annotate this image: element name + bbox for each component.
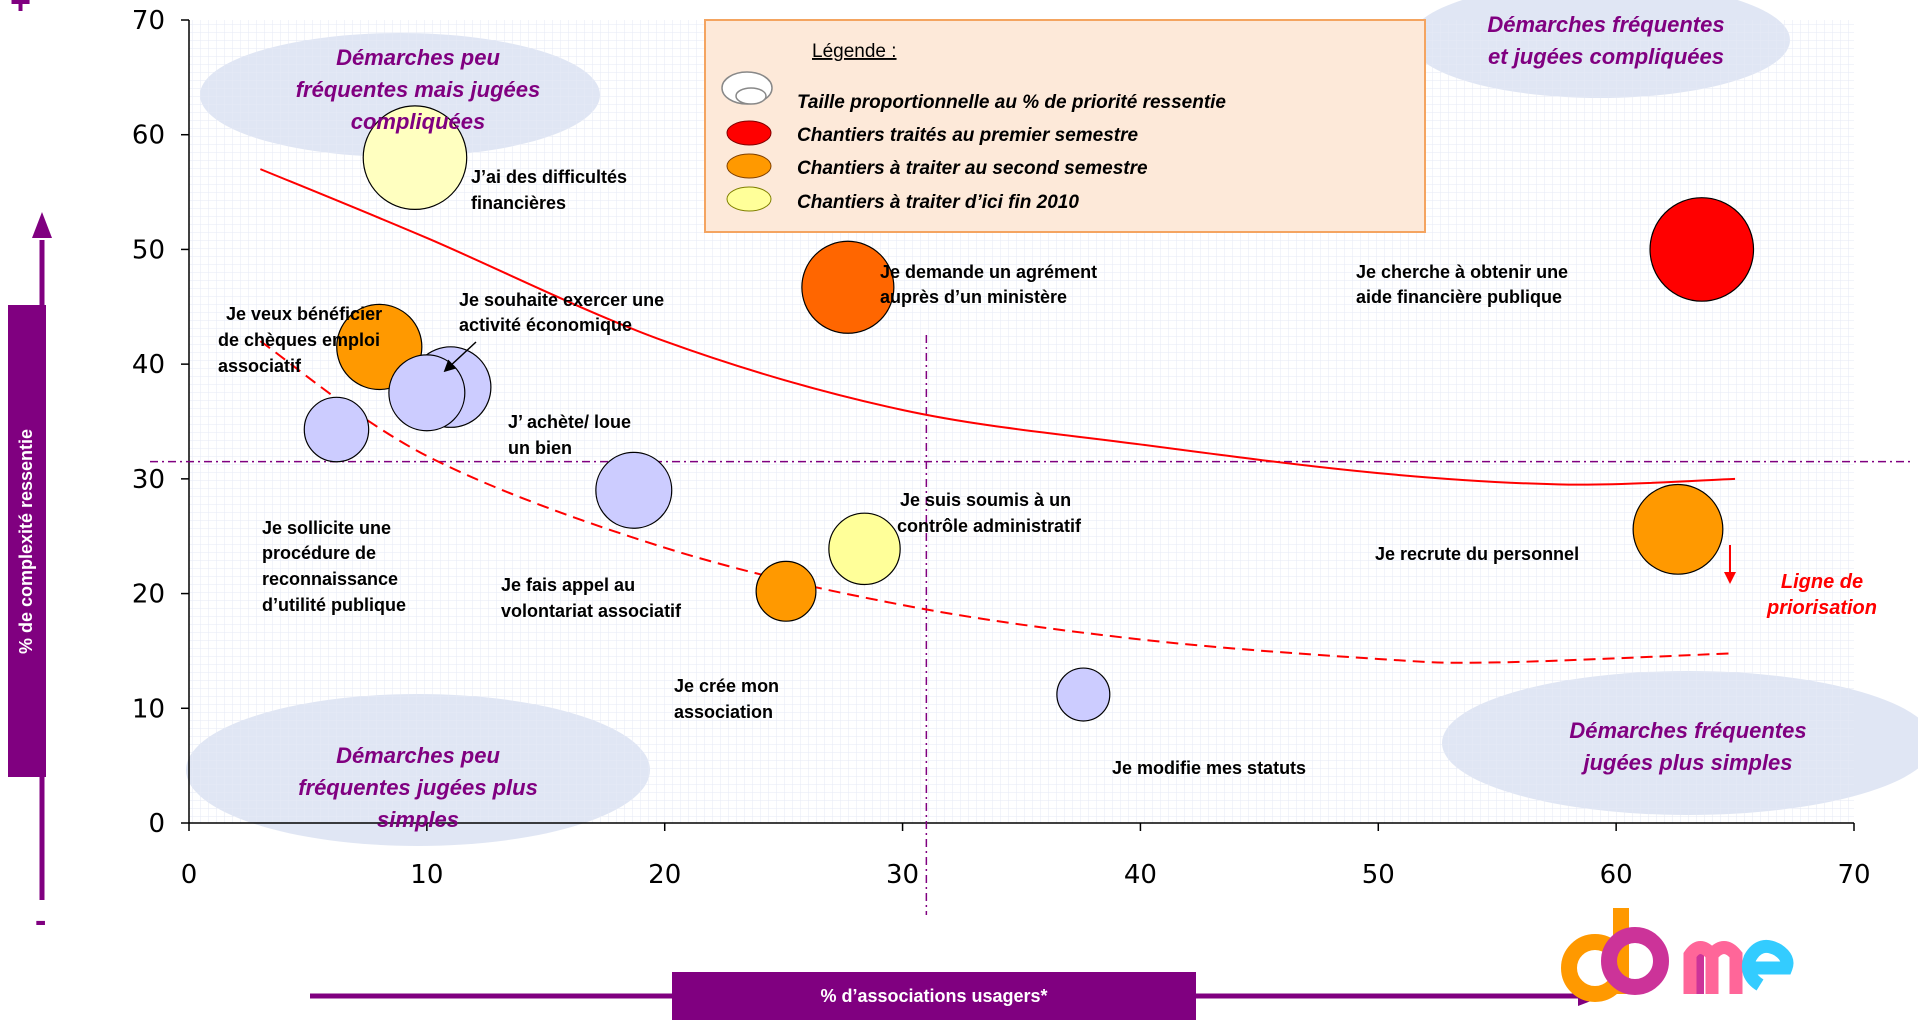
bubbles [303,105,1755,722]
bubble [755,560,817,622]
y-tick-label: 50 [132,235,165,265]
point-label: Je sollicite une [262,518,391,538]
point-label: activité économique [459,315,632,335]
y-tick-label: 0 [148,809,165,839]
point-label: financières [471,193,566,213]
x-tick-label: 70 [1837,860,1870,890]
legend: Légende : Taille proportionnelle au % de… [704,19,1426,233]
point-label: contrôle administratif [897,516,1082,536]
x-axis-title: % d’associations usagers* [672,972,1196,1020]
y-tick-label: 40 [132,350,165,380]
legend-swatch-red [726,120,772,146]
point-label: Je souhaite exercer une [459,290,664,310]
y-tick-label: 20 [132,580,165,610]
point-labels: J’ai des difficultés financières Je veux b… [218,167,1579,778]
y-axis-arrow: + - [10,0,52,940]
point-label: Je modifie mes statuts [1112,758,1306,778]
point-label: association [674,702,773,722]
bubble [303,396,370,463]
point-label: reconnaissance [262,569,398,589]
x-tick-label: 40 [1124,860,1157,890]
reference-lines [150,335,1910,915]
point-label: Je veux bénéficier [226,304,382,324]
dome-logo [1561,908,1794,1002]
quadrant-label: Démarches fréquentes [1569,718,1806,743]
quadrant-label: compliquées [351,109,485,134]
priority-line-annotation: Ligne de priorisation [1724,545,1877,619]
quadrant-label: et jugées compliquées [1488,44,1724,69]
priority-label-line2: priorisation [1766,597,1877,619]
bubble [388,354,466,432]
quadrant-label: Démarches peu [336,45,500,70]
bubble [801,240,895,334]
legend-entry-size: Taille proportionnelle au % de priorité … [797,92,1226,113]
legend-size-icon [721,71,773,105]
x-tick-label: 0 [181,860,198,890]
point-label: Je cherche à obtenir une [1356,262,1568,282]
quadrant-label: fréquentes jugées plus [298,775,538,800]
y-tick-label: 30 [132,465,165,495]
point-label: aide financière publique [1356,287,1562,307]
bubble [828,512,901,586]
point-label: Je fais appel au [501,575,635,595]
x-tick-label: 30 [886,860,919,890]
priority-curves [259,168,1736,664]
y-axis-title: % de complexité ressentie [8,305,46,777]
x-tick-label: 10 [410,860,443,890]
point-label: volontariat associatif [501,601,682,621]
point-label: J’ achète/ loue [508,412,631,432]
legend-swatch-orange [726,153,772,179]
quadrant-label: Démarches peu [336,743,500,768]
quadrant-label: simples [377,807,459,832]
bubble [1632,483,1724,575]
point-label: d’utilité publique [262,595,406,615]
quadrant-label: jugées plus simples [1580,750,1792,775]
bubble [362,105,468,211]
legend-entry-end-2010: Chantiers à traiter d’ici fin 2010 [797,192,1079,213]
quadrant-label: fréquentes mais jugées [296,77,541,102]
legend-entry-first-semester: Chantiers traités au premier semestre [797,125,1139,146]
legend-entry-second-semester: Chantiers à traiter au second semestre [797,158,1148,179]
y-tick-label: 10 [132,694,165,724]
point-label: auprès d’un ministère [880,287,1067,307]
point-label: un bien [508,438,572,458]
bubble [1056,667,1111,722]
bubble [1649,197,1755,302]
priority-curve [259,168,1736,486]
point-label: Je suis soumis à un [900,490,1071,510]
y-tick-label: 60 [132,121,165,151]
pointer-arrow [443,341,477,373]
x-tick-label: 20 [648,860,681,890]
quadrant-label: Démarches fréquentes [1487,12,1724,37]
priority-arrow-head [1724,572,1736,584]
bubble [595,451,673,529]
priority-label-line1: Ligne de [1781,571,1863,593]
y-axis-plus: + [10,0,31,22]
point-label: procédure de [262,543,376,563]
point-label: associatif [218,356,302,376]
y-axis-minus: - [35,902,46,940]
x-tick-label: 60 [1600,860,1633,890]
x-tick-label: 50 [1362,860,1395,890]
legend-box [704,19,1426,233]
y-tick-label: 70 [132,6,165,36]
legend-title: Légende : [812,41,897,62]
legend-swatch-yellow [726,186,772,212]
point-label: J’ai des difficultés [471,167,627,187]
dashed-priority-curve [259,340,1736,664]
point-label: Je demande un agrément [880,262,1097,282]
point-label: de chèques emploi [218,330,380,350]
quadrant-labels: Démarches peu fréquentes mais jugées compl… [296,12,1807,832]
point-label: Je crée mon [674,676,779,696]
point-label: Je recrute du personnel [1375,544,1579,564]
